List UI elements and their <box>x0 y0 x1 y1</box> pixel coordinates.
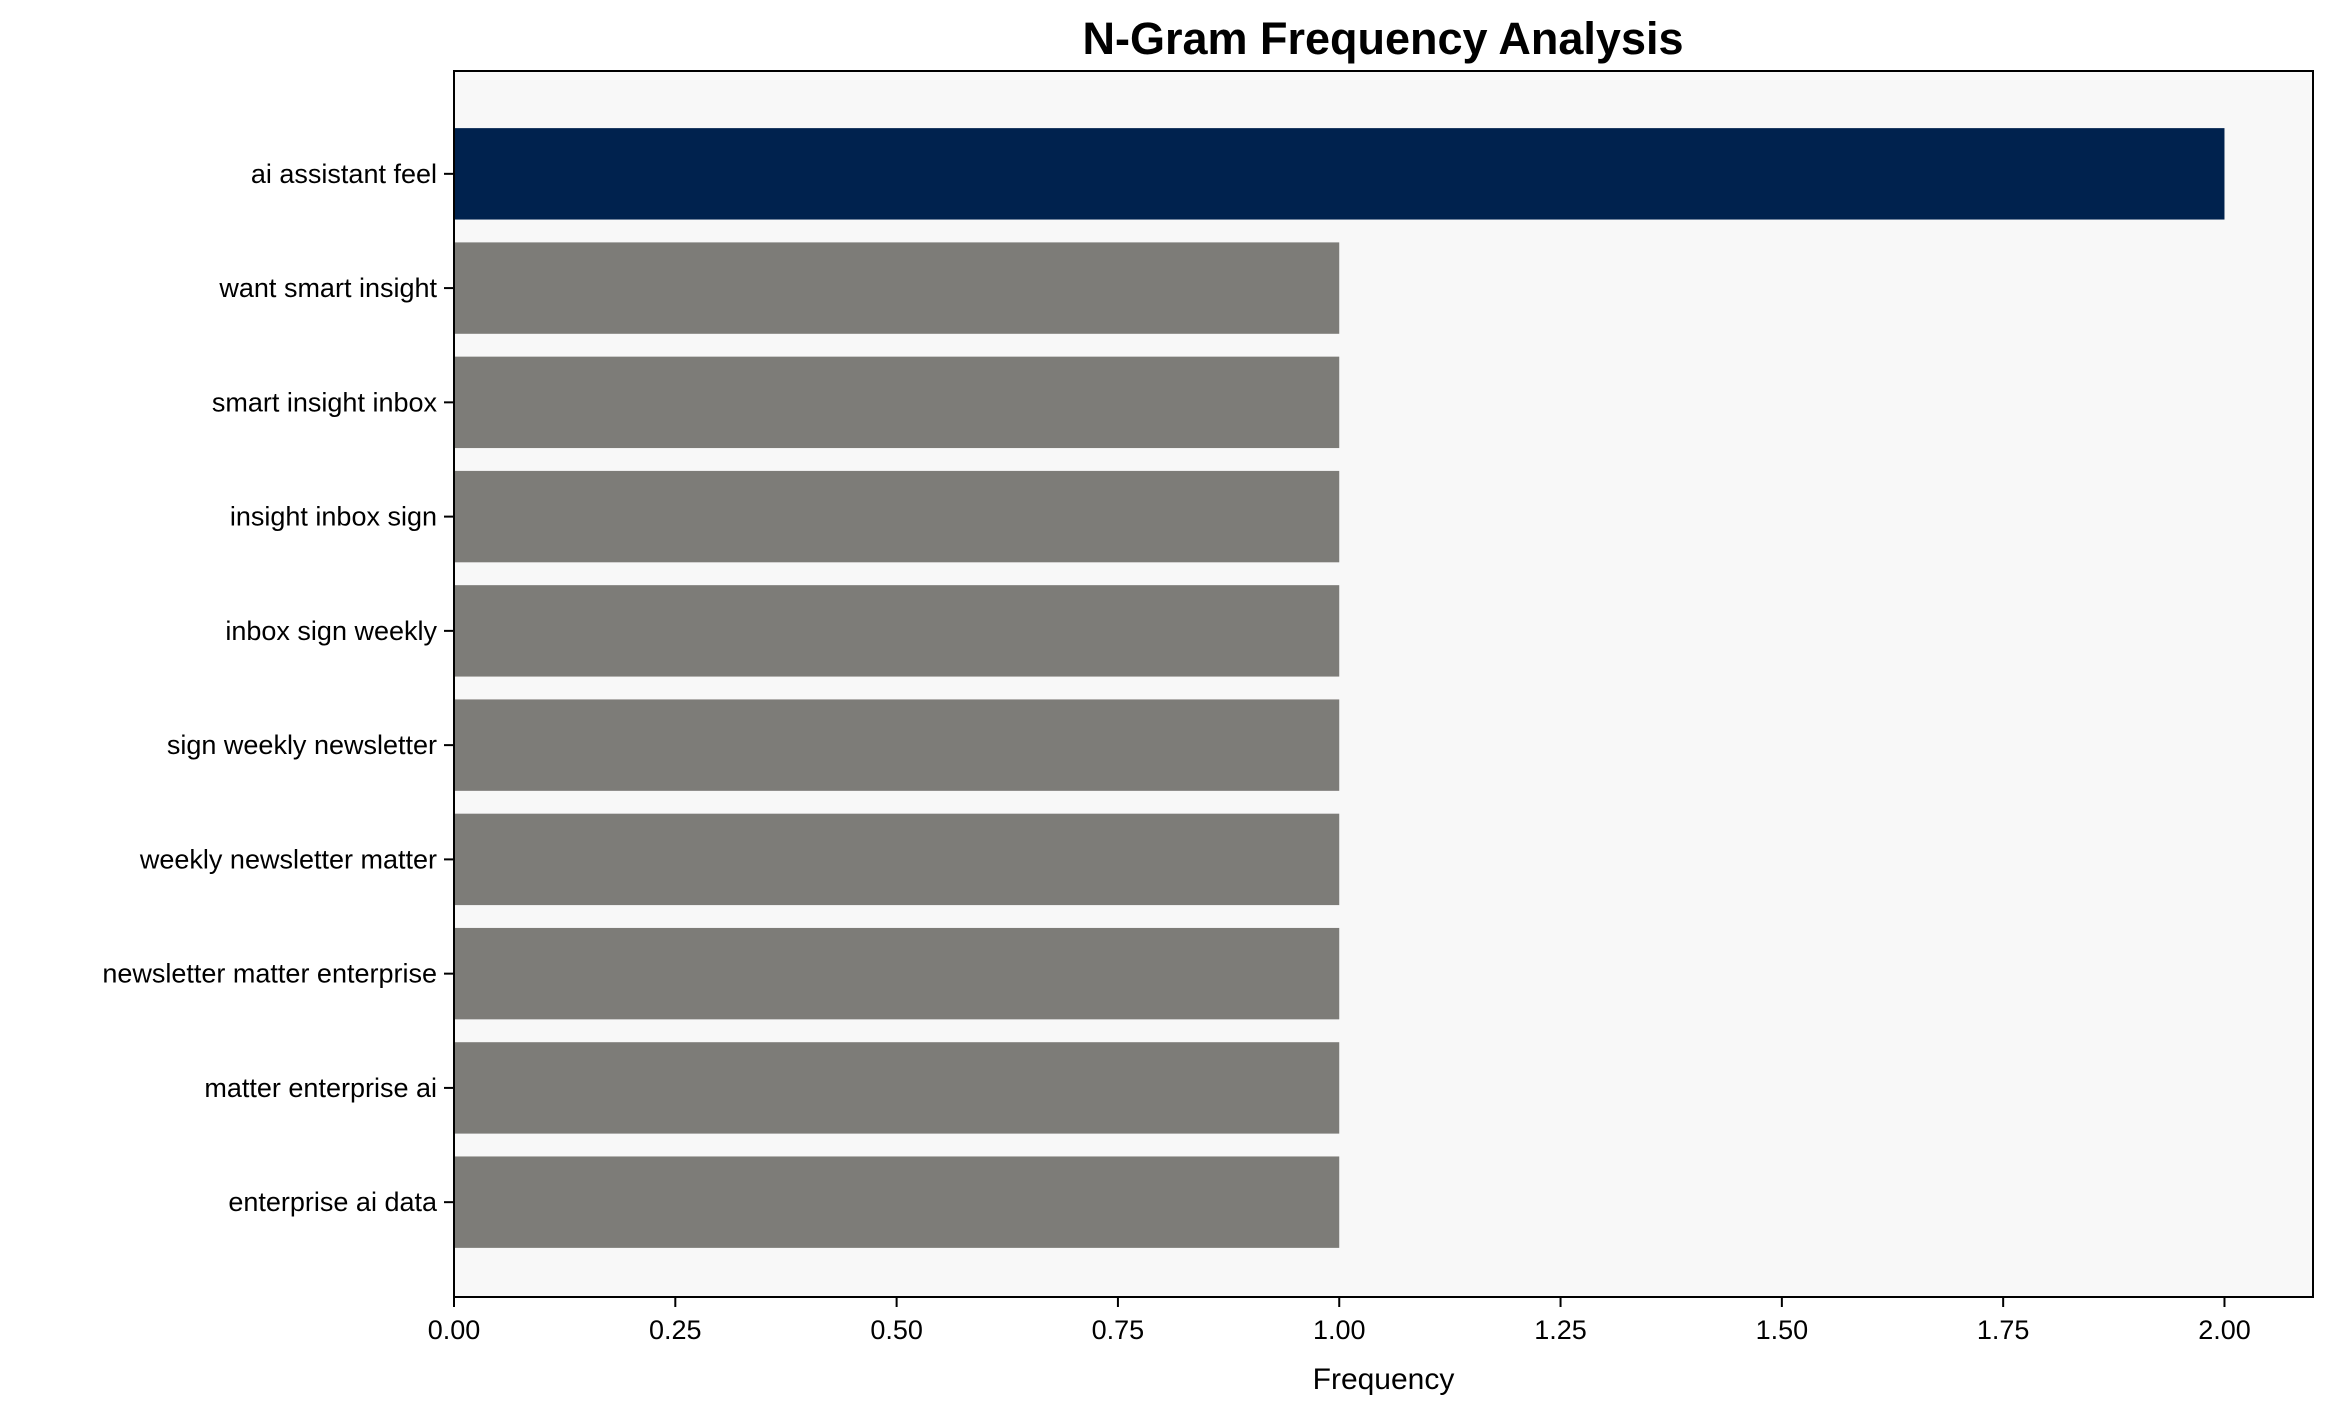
bar <box>454 356 1340 449</box>
y-tick-label: ai assistant feel <box>251 159 437 189</box>
x-tick-label: 1.25 <box>1534 1315 1587 1345</box>
x-tick-label: 1.00 <box>1313 1315 1366 1345</box>
x-tick-label: 0.00 <box>428 1315 481 1345</box>
bar <box>454 242 1340 334</box>
x-tick-label: 2.00 <box>2198 1315 2251 1345</box>
x-tick-label: 0.75 <box>1092 1315 1145 1345</box>
bar <box>454 128 2225 220</box>
y-tick-label: matter enterprise ai <box>204 1073 437 1103</box>
chart-title: N-Gram Frequency Analysis <box>1082 13 1683 64</box>
x-tick-label: 0.25 <box>649 1315 702 1345</box>
y-tick-label: weekly newsletter matter <box>139 844 437 874</box>
x-tick-label: 1.75 <box>1977 1315 2030 1345</box>
y-tick-label: insight inbox sign <box>230 502 437 532</box>
x-tick-label: 1.50 <box>1756 1315 1809 1345</box>
y-tick-label: inbox sign weekly <box>225 616 437 646</box>
bar <box>454 1042 1340 1134</box>
bar <box>454 813 1340 906</box>
bar <box>454 585 1340 677</box>
y-tick-label: newsletter matter enterprise <box>102 959 437 989</box>
bar <box>454 927 1340 1020</box>
y-tick-label: enterprise ai data <box>228 1187 438 1217</box>
bar <box>454 1156 1340 1248</box>
plot-frame <box>453 70 2314 1298</box>
bar <box>454 470 1340 563</box>
x-axis-label: Frequency <box>1313 1363 1455 1396</box>
bar <box>454 699 1340 791</box>
y-tick-label: sign weekly newsletter <box>167 730 437 760</box>
y-tick-label: want smart insight <box>218 273 437 303</box>
y-tick-label: smart insight inbox <box>212 387 438 417</box>
x-tick-label: 0.50 <box>870 1315 923 1345</box>
